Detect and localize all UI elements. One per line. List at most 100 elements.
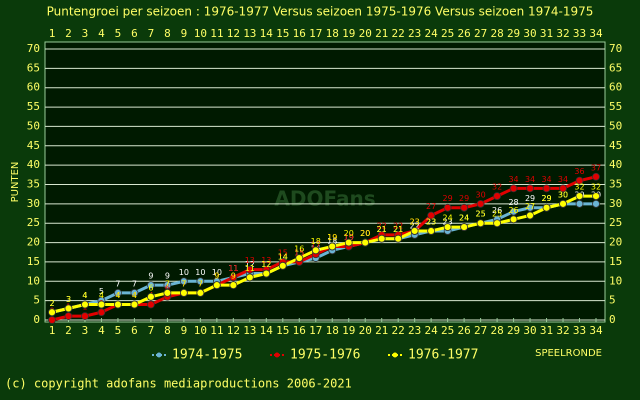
data-label: 7 bbox=[181, 279, 186, 288]
point bbox=[262, 269, 271, 278]
legend-marker bbox=[392, 352, 398, 358]
point bbox=[295, 254, 304, 262]
point bbox=[559, 199, 567, 208]
data-label: 6 bbox=[165, 283, 170, 292]
legend-marker bbox=[274, 352, 280, 358]
y-tick-label: 35 bbox=[27, 178, 40, 191]
point bbox=[575, 176, 584, 185]
data-label: 19 bbox=[327, 233, 337, 242]
point bbox=[114, 288, 122, 297]
data-label: 21 bbox=[377, 225, 387, 234]
x-tick-label-top: 6 bbox=[131, 27, 138, 40]
x-tick-label: 16 bbox=[293, 324, 306, 337]
point bbox=[592, 192, 600, 201]
x-tick-label: 17 bbox=[309, 324, 322, 337]
x-tick-label: 10 bbox=[194, 324, 207, 337]
data-label: 20 bbox=[360, 229, 370, 238]
x-tick-label: 34 bbox=[589, 324, 603, 337]
data-label: 22 bbox=[410, 221, 420, 230]
x-tick-label: 12 bbox=[227, 324, 240, 337]
data-label: 30 bbox=[558, 190, 568, 199]
x-tick-label: 8 bbox=[164, 324, 171, 337]
data-label: 2 bbox=[49, 299, 54, 308]
data-label: 4 bbox=[82, 291, 87, 300]
point bbox=[575, 199, 584, 208]
y-tick-label-right: 20 bbox=[609, 236, 622, 249]
y-tick-label: 45 bbox=[27, 139, 40, 152]
point bbox=[394, 234, 403, 243]
y-tick-label: 70 bbox=[27, 42, 40, 55]
y-tick-label: 15 bbox=[27, 255, 40, 268]
data-label: 32 bbox=[591, 183, 601, 192]
data-label: 27 bbox=[525, 202, 535, 211]
data-label: 12 bbox=[245, 260, 255, 269]
data-label: 23 bbox=[410, 217, 420, 226]
x-tick-label: 20 bbox=[359, 324, 372, 337]
data-label: 23 bbox=[443, 217, 453, 226]
data-label: 15 bbox=[294, 248, 304, 257]
data-label: 12 bbox=[261, 260, 271, 269]
data-label: 20 bbox=[344, 229, 354, 238]
x-tick-label: 6 bbox=[131, 324, 138, 337]
y-tick-label: 25 bbox=[27, 216, 40, 229]
point bbox=[147, 300, 155, 309]
x-tick-label: 33 bbox=[573, 324, 586, 337]
point bbox=[443, 223, 452, 231]
x-tick-label-top: 9 bbox=[181, 27, 188, 40]
point bbox=[493, 192, 501, 201]
point bbox=[278, 261, 287, 270]
data-label: 2 bbox=[49, 299, 54, 308]
point bbox=[493, 219, 501, 228]
data-label: 9 bbox=[148, 272, 153, 281]
data-label: 6 bbox=[148, 283, 153, 292]
x-tick-label-top: 19 bbox=[342, 27, 355, 40]
data-label: 10 bbox=[179, 268, 189, 277]
y-tick-label: 10 bbox=[27, 274, 40, 287]
x-tick-label-top: 14 bbox=[260, 27, 274, 40]
data-label: 15 bbox=[294, 248, 304, 257]
x-tick-label: 9 bbox=[181, 324, 188, 337]
footer: (c) copyright adofans mediaproductions 2… bbox=[5, 377, 352, 391]
legend-label: 1975-1976 bbox=[290, 348, 360, 363]
point bbox=[196, 277, 205, 286]
point bbox=[476, 199, 485, 208]
x-tick-label: 23 bbox=[408, 324, 421, 337]
legend-label: 1974-1975 bbox=[172, 348, 242, 363]
y-tick-label: 5 bbox=[33, 294, 40, 307]
series-line bbox=[51, 194, 596, 314]
data-label: 7 bbox=[132, 279, 137, 288]
data-label: 3 bbox=[66, 295, 71, 304]
y-tick-label-right: 40 bbox=[609, 158, 622, 171]
data-label: 30 bbox=[558, 190, 568, 199]
data-label: 29 bbox=[525, 194, 535, 203]
data-label: 29 bbox=[459, 194, 469, 203]
legend-label: 1976-1977 bbox=[408, 348, 478, 363]
point bbox=[592, 172, 600, 181]
point bbox=[526, 203, 534, 212]
y-tick-label-right: 60 bbox=[609, 81, 622, 94]
x-tick-label-top: 18 bbox=[326, 27, 339, 40]
x-tick-label-top: 13 bbox=[243, 27, 256, 40]
point bbox=[559, 184, 567, 193]
point bbox=[179, 288, 188, 297]
x-tick-label: 26 bbox=[457, 324, 470, 337]
point bbox=[229, 273, 238, 282]
point bbox=[526, 184, 534, 193]
data-label: 4 bbox=[115, 291, 120, 300]
y-tick-label: 30 bbox=[27, 197, 40, 210]
point bbox=[427, 227, 436, 235]
data-label: 4 bbox=[99, 291, 104, 300]
y-tick-label-right: 70 bbox=[609, 42, 622, 55]
point bbox=[592, 199, 600, 208]
data-label: 34 bbox=[558, 175, 568, 184]
data-label: 23 bbox=[426, 217, 436, 226]
data-label: 13 bbox=[245, 256, 255, 265]
y-tick-label-right: 65 bbox=[609, 61, 622, 74]
y-axis-label: PUNTEN bbox=[10, 162, 21, 203]
x-tick-label: 22 bbox=[392, 324, 405, 337]
point bbox=[130, 288, 139, 297]
y-tick-label: 50 bbox=[27, 119, 40, 132]
x-tick-label: 31 bbox=[540, 324, 553, 337]
data-label: 7 bbox=[198, 279, 203, 288]
